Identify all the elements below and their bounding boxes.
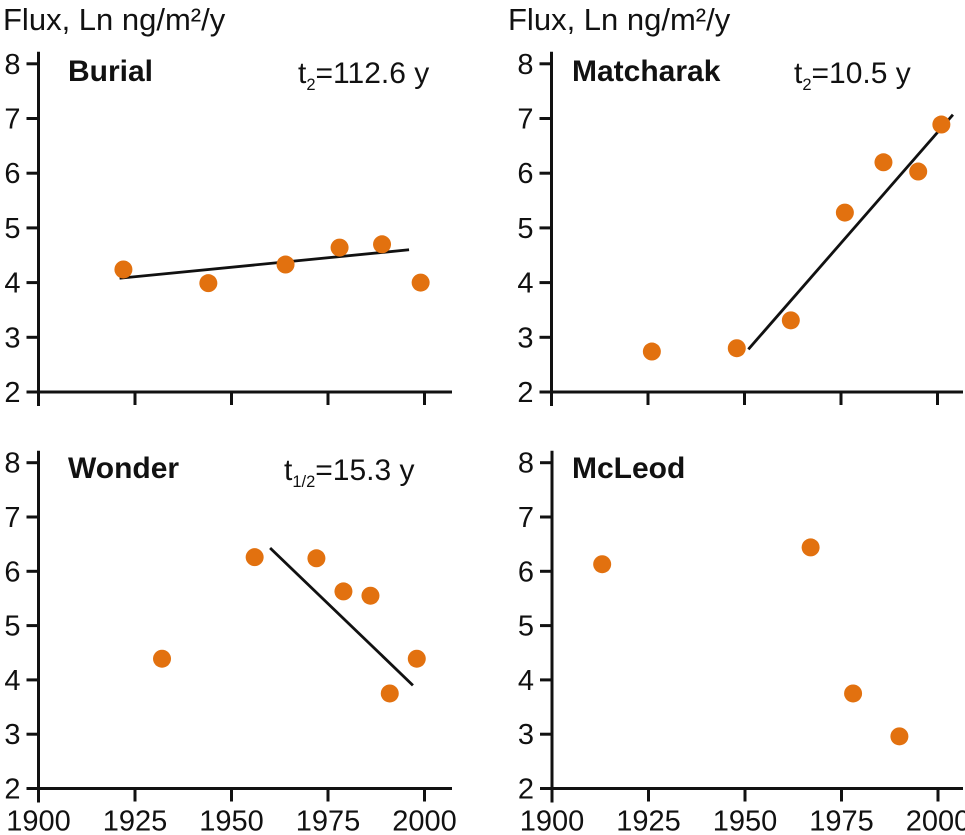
y-tick-label: 5 <box>4 213 20 245</box>
x-tick-label: 1925 <box>103 806 168 835</box>
y-tick-label: 5 <box>517 213 533 245</box>
y-tick-label: 8 <box>4 448 20 480</box>
y-tick-label: 2 <box>4 774 20 806</box>
data-point <box>407 649 426 668</box>
x-tick-label: 1975 <box>809 806 874 835</box>
y-tick-label: 2 <box>518 774 534 806</box>
y-tick-label: 7 <box>517 104 533 136</box>
y-tick-label: 3 <box>4 322 20 354</box>
data-point <box>890 727 909 746</box>
x-tick-label: 1950 <box>199 806 264 835</box>
y-tick-label: 2 <box>517 377 533 409</box>
y-tick-label: 8 <box>517 49 533 81</box>
data-point <box>330 238 349 257</box>
wonder-plot: 2 3 4 5 6 7 8 1900 1925 1950 1975 2000 <box>4 448 456 835</box>
data-point <box>411 273 430 292</box>
data-point <box>593 555 612 574</box>
data-point <box>199 274 218 293</box>
data-point <box>844 684 863 703</box>
y-tick-label: 7 <box>518 502 534 534</box>
y-tick-label: 7 <box>4 104 20 136</box>
x-tick-label: 1925 <box>616 806 681 835</box>
halflife-label-wonder: t1/2=15.3 y <box>284 454 415 490</box>
y-tick-label: 5 <box>4 611 20 643</box>
annot-subscript: 2 <box>802 76 812 94</box>
data-point <box>307 549 326 568</box>
panel-title-mcleod: McLeod <box>572 452 686 485</box>
y-tick-label: 8 <box>4 49 20 81</box>
mcleod-plot: 2 3 4 5 6 7 8 1900 1925 1950 1975 2000 <box>518 448 965 835</box>
data-point <box>835 203 854 222</box>
x-tick-label: 1950 <box>713 806 778 835</box>
annot-base: t <box>794 57 803 90</box>
y-tick-label: 3 <box>518 719 534 751</box>
y-tick-label: 4 <box>518 665 534 697</box>
data-point <box>245 548 264 567</box>
data-point <box>781 311 800 330</box>
data-point <box>334 582 353 601</box>
y-tick-label: 6 <box>4 556 20 588</box>
panel-title-wonder: Wonder <box>68 452 180 485</box>
y-tick-label: 8 <box>518 448 534 480</box>
annot-subscript: 1/2 <box>292 473 316 491</box>
data-point <box>380 684 399 703</box>
y-tick-label: 5 <box>518 611 534 643</box>
y-tick-label: 4 <box>4 268 20 300</box>
annot-value: =112.6 y <box>315 57 430 90</box>
annot-base: t <box>298 57 307 90</box>
data-point <box>909 162 928 181</box>
y-axis-title-left: Flux, Ln ng/m²/y <box>3 2 226 37</box>
data-point <box>361 586 380 605</box>
data-point <box>874 153 893 172</box>
panel-title-burial: Burial <box>68 55 154 88</box>
trend-line <box>119 248 410 280</box>
y-tick-label: 6 <box>518 556 534 588</box>
y-tick-label: 3 <box>4 719 20 751</box>
y-tick-label: 6 <box>4 158 20 190</box>
x-tick-label: 1900 <box>6 806 71 835</box>
trend-line <box>747 113 954 351</box>
halflife-label-burial: t2=112.6 y <box>298 57 430 93</box>
panel-title-matcharak: Matcharak <box>572 55 721 88</box>
x-tick-label: 2000 <box>392 806 457 835</box>
y-tick-label: 3 <box>517 322 533 354</box>
data-point <box>642 342 661 361</box>
data-point <box>727 339 746 358</box>
y-tick-label: 4 <box>517 268 533 300</box>
annot-base: t <box>284 454 293 487</box>
y-axis-title-right: Flux, Ln ng/m²/y <box>508 2 731 37</box>
trend-line <box>269 546 414 687</box>
data-point <box>153 649 172 668</box>
data-point <box>114 260 133 279</box>
annot-value: =10.5 y <box>811 57 911 90</box>
data-point <box>276 255 295 274</box>
y-tick-label: 6 <box>517 158 533 190</box>
annot-subscript: 2 <box>306 76 316 94</box>
y-tick-label: 4 <box>4 665 20 697</box>
matcharak-plot: 2 3 4 5 6 7 8 <box>517 49 963 409</box>
x-tick-label: 1900 <box>520 806 585 835</box>
x-tick-label: 1975 <box>296 806 361 835</box>
halflife-label-matcharak: t2=10.5 y <box>794 57 911 93</box>
data-point <box>373 235 392 254</box>
y-tick-label: 2 <box>4 377 20 409</box>
data-point <box>932 115 951 134</box>
burial-plot: 2 3 4 5 6 7 8 <box>4 49 452 409</box>
y-tick-label: 7 <box>4 502 20 534</box>
x-tick-label: 2000 <box>906 806 965 835</box>
data-point <box>801 538 820 557</box>
annot-value: =15.3 y <box>315 454 415 487</box>
